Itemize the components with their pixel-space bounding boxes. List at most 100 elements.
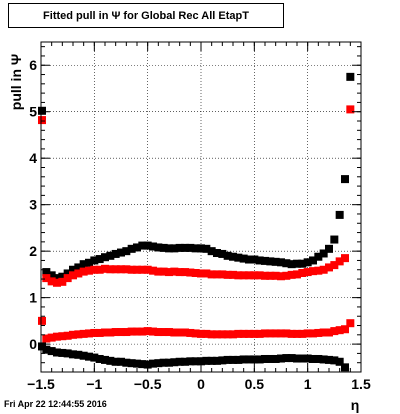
data-point bbox=[309, 256, 317, 265]
data-point bbox=[330, 327, 339, 336]
data-point bbox=[95, 354, 104, 363]
y-tick-label: 2 bbox=[29, 243, 37, 259]
data-point bbox=[138, 327, 147, 336]
data-point bbox=[319, 265, 328, 274]
data-point bbox=[298, 329, 307, 338]
data-point bbox=[95, 265, 104, 274]
data-point bbox=[261, 329, 269, 338]
data-point bbox=[213, 356, 221, 365]
data-point bbox=[159, 328, 168, 337]
data-point bbox=[298, 354, 307, 363]
y-axis-label: pull in Ψ bbox=[8, 54, 24, 110]
data-point bbox=[149, 327, 157, 336]
data-point bbox=[325, 355, 333, 364]
data-point bbox=[111, 249, 120, 258]
data-point bbox=[213, 249, 221, 258]
data-point bbox=[143, 241, 152, 250]
data-point bbox=[234, 329, 243, 338]
data-point bbox=[79, 329, 88, 338]
data-point bbox=[85, 266, 93, 275]
data-point bbox=[191, 357, 200, 366]
data-point bbox=[186, 268, 195, 277]
data-point bbox=[314, 266, 323, 275]
x-tick-label: −1.5 bbox=[27, 376, 55, 392]
data-point bbox=[287, 270, 296, 279]
data-point bbox=[122, 328, 131, 337]
data-point bbox=[159, 267, 168, 276]
data-point bbox=[309, 267, 317, 276]
data-point bbox=[330, 261, 339, 270]
data-point bbox=[191, 269, 200, 277]
data-point bbox=[47, 271, 56, 280]
data-point-edge bbox=[38, 116, 46, 125]
data-point bbox=[74, 269, 83, 278]
data-point bbox=[90, 353, 99, 362]
data-point bbox=[159, 243, 168, 252]
y-tick-label: 1 bbox=[29, 290, 37, 306]
data-point bbox=[159, 358, 168, 367]
data-point bbox=[138, 241, 147, 250]
data-point bbox=[85, 352, 93, 361]
data-point bbox=[202, 356, 211, 365]
data-point bbox=[202, 329, 211, 338]
data-point bbox=[175, 328, 184, 337]
data-point bbox=[69, 350, 77, 359]
data-point bbox=[213, 330, 221, 339]
data-point bbox=[154, 267, 163, 276]
data-point bbox=[341, 363, 349, 372]
x-tick-label: 1.5 bbox=[351, 376, 371, 392]
data-point bbox=[309, 329, 317, 338]
data-point bbox=[229, 355, 237, 364]
data-point bbox=[197, 269, 205, 278]
data-point bbox=[277, 354, 285, 363]
data-point bbox=[335, 326, 344, 335]
data-point bbox=[143, 265, 152, 274]
data-point bbox=[117, 328, 125, 337]
data-point bbox=[261, 271, 269, 280]
data-point bbox=[111, 357, 120, 366]
data-point bbox=[74, 330, 83, 339]
data-point bbox=[255, 271, 264, 280]
data-point bbox=[165, 268, 173, 277]
data-point bbox=[74, 263, 83, 272]
data-point bbox=[346, 319, 355, 328]
data-point bbox=[213, 270, 221, 279]
data-point bbox=[53, 332, 61, 341]
data-point bbox=[325, 244, 333, 253]
data-point bbox=[63, 269, 72, 278]
data-point bbox=[250, 355, 259, 364]
data-point bbox=[223, 251, 232, 260]
data-point bbox=[255, 256, 264, 265]
data-point bbox=[261, 354, 269, 363]
x-tick-label: −1 bbox=[86, 376, 102, 392]
data-point bbox=[202, 244, 211, 253]
data-point bbox=[298, 259, 307, 268]
data-point bbox=[255, 355, 264, 364]
x-tick-label: 0.5 bbox=[245, 376, 265, 392]
data-point bbox=[127, 265, 136, 274]
data-point bbox=[85, 329, 93, 338]
data-point bbox=[245, 255, 253, 264]
timestamp: Fri Apr 22 12:44:55 2016 bbox=[4, 399, 107, 409]
data-point bbox=[271, 329, 280, 338]
data-point bbox=[245, 271, 253, 280]
data-point bbox=[53, 278, 61, 287]
data-point bbox=[117, 265, 125, 274]
data-point bbox=[165, 328, 173, 337]
data-point bbox=[207, 270, 216, 279]
data-point bbox=[111, 265, 120, 274]
data-point bbox=[207, 247, 216, 256]
data-point bbox=[245, 355, 253, 364]
data-point bbox=[282, 271, 291, 280]
data-point bbox=[239, 254, 248, 263]
data-point bbox=[197, 357, 205, 366]
data-point bbox=[229, 330, 237, 339]
data-point bbox=[181, 268, 189, 277]
data-point bbox=[101, 328, 109, 337]
data-point bbox=[266, 354, 275, 363]
data-point bbox=[58, 277, 67, 286]
data-point bbox=[341, 325, 349, 334]
data-point bbox=[239, 271, 248, 280]
data-point bbox=[277, 329, 285, 338]
